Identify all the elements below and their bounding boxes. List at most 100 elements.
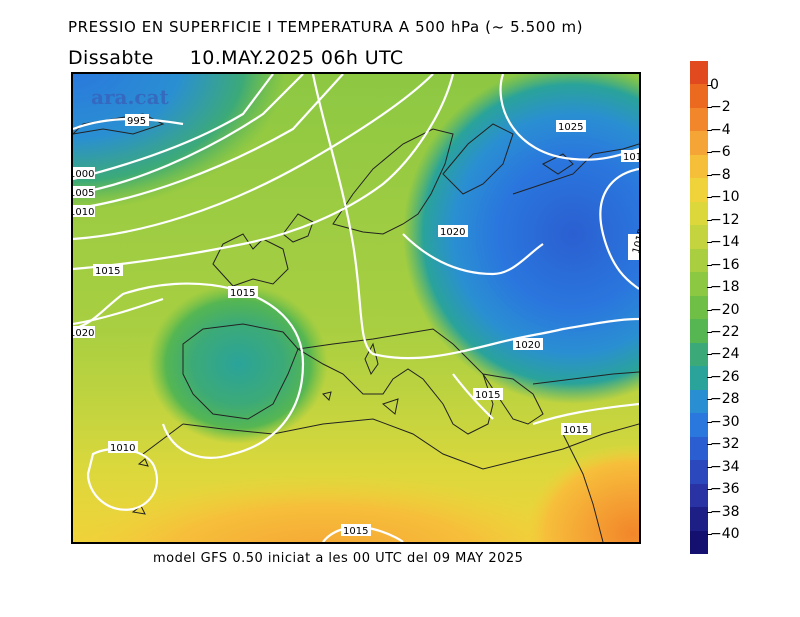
colorbar-tick-label: −4 <box>710 121 731 138</box>
colorbar-band <box>690 248 708 273</box>
colorbar-tick <box>707 534 712 535</box>
cold-core-east <box>403 74 639 404</box>
colorbar-tick <box>707 331 712 333</box>
svg-text:1020: 1020 <box>440 227 465 238</box>
isobar-label: 1015 <box>341 524 371 537</box>
svg-text:995: 995 <box>127 116 146 127</box>
isobar-label: 1015 <box>628 228 639 260</box>
colorbar-tick <box>707 511 712 513</box>
colorbar-tick <box>707 219 712 221</box>
colorbar-tick-label: −26 <box>710 368 740 385</box>
colorbar-tick <box>707 197 712 199</box>
colorbar-tick <box>707 489 712 491</box>
isobar-label: 995 <box>125 114 149 127</box>
svg-text:1020: 1020 <box>73 328 94 339</box>
isobar-label: 1005 <box>73 186 95 199</box>
svg-text:1025: 1025 <box>558 122 583 133</box>
colorbar-tick <box>707 85 712 86</box>
colorbar-tick-label: −38 <box>710 503 740 520</box>
isobar-label: 1025 <box>556 120 586 133</box>
cold-core-northwest <box>73 74 323 234</box>
colorbar-tick <box>707 444 712 446</box>
isobar-label: 1010 <box>73 205 95 218</box>
cold-core-iberia <box>148 284 328 444</box>
forecast-day: Dissabte <box>68 47 154 69</box>
colorbar-band <box>690 61 708 85</box>
svg-text:1015: 1015 <box>475 390 500 401</box>
colorbar-tick-label: −14 <box>710 234 740 251</box>
model-info: model GFS 0.50 iniciat a les 00 UTC del … <box>153 551 524 566</box>
colorbar-tick <box>707 399 712 401</box>
colorbar-band <box>690 225 708 250</box>
colorbar-tick-label: −24 <box>710 346 740 363</box>
svg-text:1010: 1010 <box>110 443 135 454</box>
colorbar-tick-label: −10 <box>710 189 740 206</box>
colorbar-band <box>690 272 708 297</box>
colorbar-tick <box>707 107 712 109</box>
warm-area-southeast <box>523 444 639 542</box>
colorbar-band <box>690 389 708 414</box>
isobar-label: 1015 <box>93 264 123 277</box>
watermark-logo: ara.cat <box>91 85 170 109</box>
colorbar <box>690 61 708 555</box>
svg-text:1015: 1015 <box>631 228 639 255</box>
colorbar-tick-label: −22 <box>710 323 740 340</box>
colorbar-band <box>690 319 708 344</box>
isobar-label: 1015 <box>561 423 591 436</box>
colorbar-tick <box>707 152 712 154</box>
warm-area-south <box>73 474 580 542</box>
colorbar-tick-label: −8 <box>710 166 731 183</box>
colorbar-band <box>690 84 708 109</box>
forecast-datetime: Dissabte 10.MAY.2025 06h UTC <box>68 47 404 69</box>
colorbar-tick <box>707 242 712 244</box>
colorbar-tick-label: −28 <box>710 391 740 408</box>
colorbar-tick-label: −20 <box>710 301 740 318</box>
colorbar-band <box>690 413 708 438</box>
colorbar-tick-label: −6 <box>710 144 731 161</box>
colorbar-tick <box>707 287 712 289</box>
colorbar-tick <box>707 174 712 176</box>
svg-text:1015: 1015 <box>343 526 368 537</box>
map-title: PRESSIO EN SUPERFICIE I TEMPERATURA A 50… <box>68 18 584 36</box>
colorbar-tick-label: −18 <box>710 279 740 296</box>
isobar-label: 1015 <box>92 259 122 272</box>
colorbar-tick-label: 0 <box>710 77 719 93</box>
colorbar-tick-label: −32 <box>710 436 740 453</box>
colorbar-band <box>690 131 708 156</box>
colorbar-tick <box>707 309 712 311</box>
svg-text:1015: 1015 <box>94 261 119 272</box>
svg-text:1020: 1020 <box>515 340 540 351</box>
isobar-label: 1020 <box>438 225 468 238</box>
isobar-label: 1015 <box>473 388 503 401</box>
colorbar-tick <box>707 376 712 378</box>
colorbar-band <box>690 460 708 485</box>
svg-text:1010: 1010 <box>73 207 94 218</box>
colorbar-band <box>690 154 708 179</box>
colorbar-tick-label: −40 <box>710 526 740 542</box>
colorbar-band <box>690 507 708 532</box>
colorbar-band <box>690 178 708 203</box>
colorbar-band <box>690 342 708 367</box>
isobar-label: 1020 <box>73 326 95 339</box>
forecast-date-time: 10.MAY.2025 06h UTC <box>189 47 404 69</box>
svg-text:1000: 1000 <box>73 169 94 180</box>
colorbar-tick <box>707 466 712 468</box>
coastlines <box>73 113 639 542</box>
svg-text:1015: 1015 <box>623 152 639 163</box>
colorbar-tick <box>707 354 712 356</box>
colorbar-tick <box>707 421 712 423</box>
colorbar-tick-label: −30 <box>710 413 740 430</box>
svg-text:1015: 1015 <box>230 288 255 299</box>
isobar-label: 1015 <box>621 150 639 163</box>
colorbar-band <box>690 366 708 391</box>
colorbar-band <box>690 107 708 132</box>
svg-text:1015: 1015 <box>95 266 120 277</box>
colorbar-tick-label: −2 <box>710 99 731 116</box>
isobar-label: 1000 <box>73 167 95 180</box>
colorbar-band <box>690 201 708 226</box>
colorbar-band <box>690 530 708 555</box>
colorbar-band <box>690 483 708 508</box>
weather-map: ara.cat 995 1000 1005 1010 1015 1015 102… <box>71 72 641 544</box>
colorbar-tick-label: −12 <box>710 211 740 228</box>
isobar-label: 1010 <box>108 441 138 454</box>
